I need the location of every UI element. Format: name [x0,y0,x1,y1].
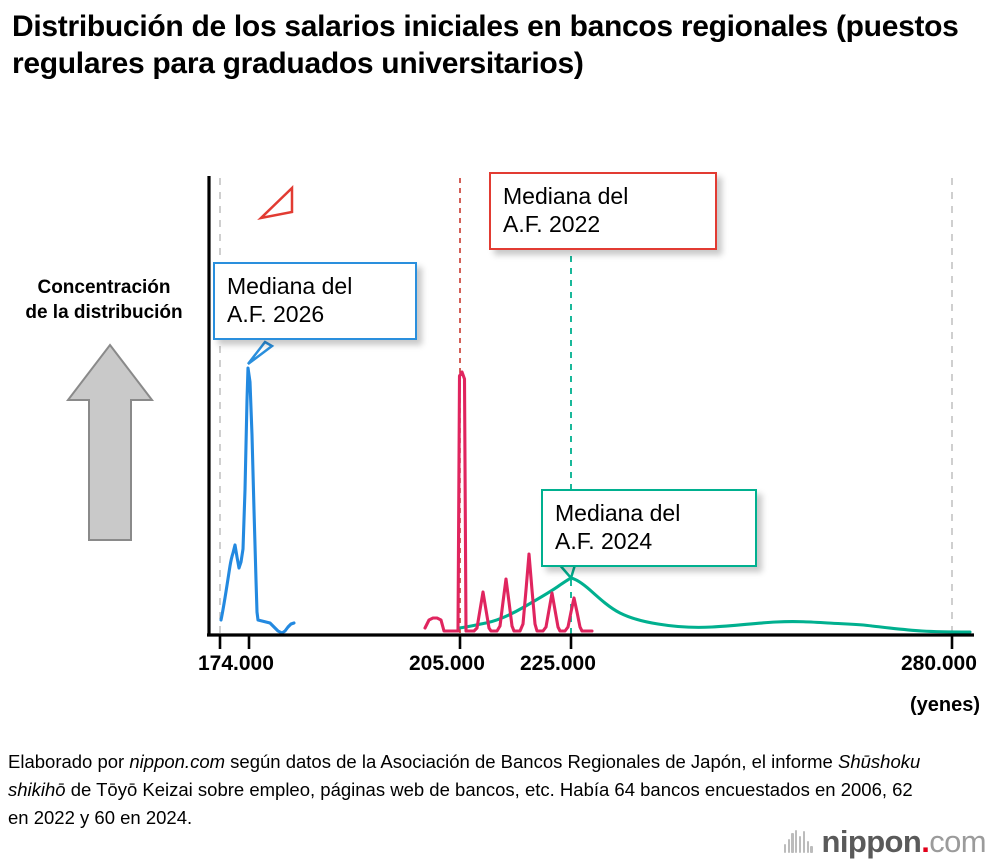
x-tick-label-225000: 225.000 [520,652,596,675]
series-line-2024 [457,576,972,634]
page-title: Distribución de los salarios iniciales e… [12,10,959,81]
y-axis-caption-line1: Concentración [37,277,171,298]
logo-text: nippon.com [821,823,987,859]
series-line-2026 [219,366,296,635]
up-arrow-icon [65,343,155,541]
nippon-logo: nippon.com [783,823,987,859]
source-note-part3: de Tōyō Keizai sobre empleo, páginas web… [8,779,913,829]
source-note-part1: Elaborado por [8,751,130,772]
x-axis-unit-label: (yenes) [909,694,980,716]
y-axis-caption: Concentración de la distribución [8,275,200,325]
logo-suffix: com [929,823,986,859]
y-axis-caption-line2: de la distribución [25,302,183,324]
source-note-report: Shūshoku shikihō [8,751,921,801]
series-line-2022 [423,370,594,633]
callout-median-2024: Mediana del A.F. 2024 [541,489,757,568]
callout-pointer-2026 [247,340,275,365]
callout-pointer-2022 [257,185,294,221]
logo-dot: . [921,823,930,859]
soundwave-icon [783,829,813,853]
x-tick-label-280000: 280.000 [901,652,977,675]
source-note-nippon: nippon.com [129,751,226,772]
source-note-part2: según datos de la Asociación de Bancos R… [225,751,838,772]
logo-name: nippon [821,823,922,859]
x-tick-label-205000: 205.000 [409,652,485,675]
x-tick-label-174000: 174.000 [198,652,274,675]
callout-median-2026: Mediana del A.F. 2026 [213,262,417,341]
source-note: Elaborado por nippon.com según datos de … [8,748,938,832]
callout-median-2022: Mediana del A.F. 2022 [489,172,717,251]
